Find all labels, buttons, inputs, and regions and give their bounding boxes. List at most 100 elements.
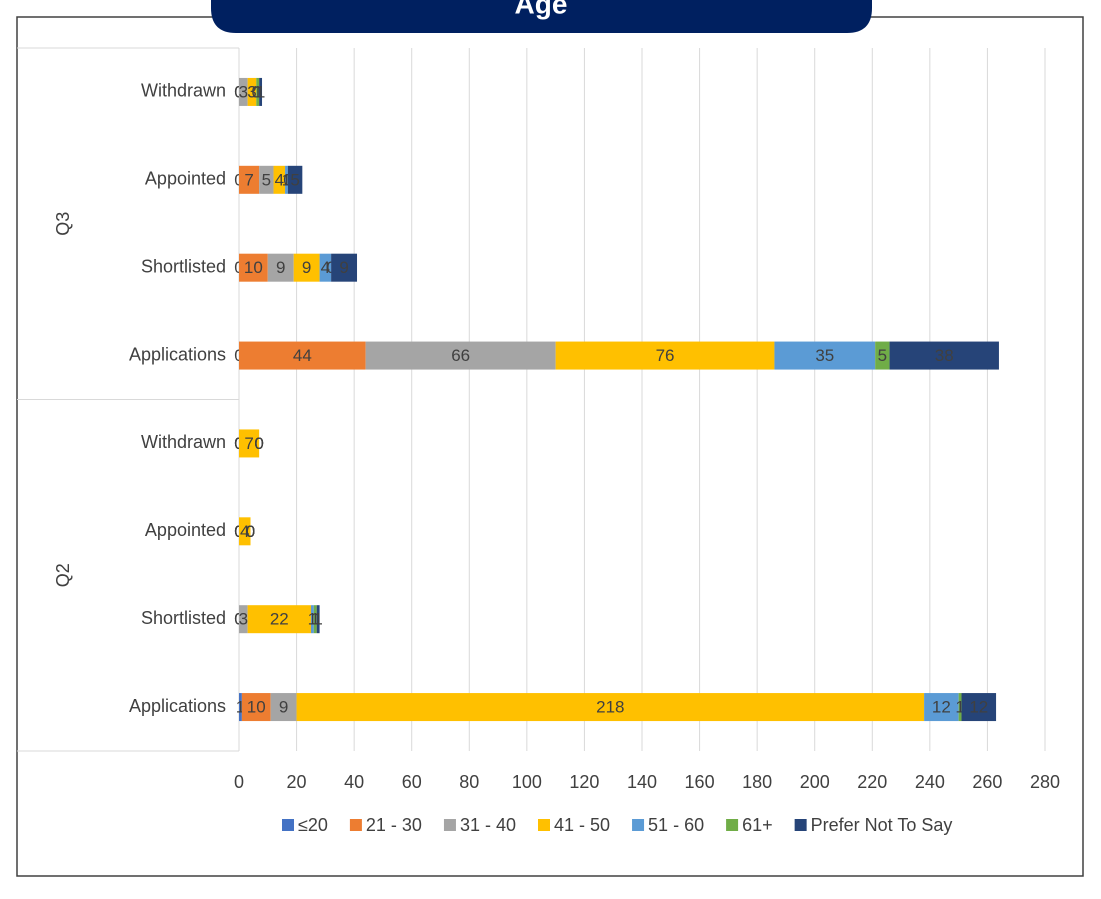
bar-segment xyxy=(924,693,959,722)
bar-segment xyxy=(267,253,294,282)
legend-swatch xyxy=(349,819,362,831)
data-label: 0 xyxy=(246,522,255,541)
legend-label: Prefer Not To Say xyxy=(811,815,953,835)
data-label: 5 xyxy=(878,346,887,365)
data-label: 0 xyxy=(246,522,255,541)
bar-segment xyxy=(239,605,248,634)
data-label: 5 xyxy=(262,170,271,189)
y-tick-label: Withdrawn xyxy=(141,432,226,452)
bar-segment xyxy=(287,165,303,194)
bar-segment xyxy=(239,77,248,106)
data-label: 22 xyxy=(270,610,289,629)
data-label: 218 xyxy=(596,698,624,717)
data-label: 0 xyxy=(254,434,263,453)
bar-segment xyxy=(273,165,286,194)
legend-swatch xyxy=(632,819,645,831)
bar-segment xyxy=(296,693,925,722)
x-tick-label: 260 xyxy=(972,772,1002,792)
legend-label: 41 - 50 xyxy=(554,815,610,835)
bar-segment xyxy=(313,605,317,634)
y-tick-label: Appointed xyxy=(145,169,226,189)
x-tick-label: 120 xyxy=(569,772,599,792)
bar-segment xyxy=(319,253,332,282)
chart-frame xyxy=(16,16,1084,877)
bar-segment xyxy=(293,253,320,282)
bar-segment xyxy=(259,165,274,194)
bar-segment xyxy=(555,341,775,370)
y-tick-label: Applications xyxy=(129,344,226,364)
bar-segment xyxy=(316,605,320,634)
data-label: 3 xyxy=(247,82,256,101)
data-label: 44 xyxy=(293,346,312,365)
x-tick-label: 160 xyxy=(685,772,715,792)
bar-segment xyxy=(961,693,997,722)
data-label: 9 xyxy=(279,698,288,717)
data-label: 9 xyxy=(276,258,285,277)
x-tick-label: 100 xyxy=(512,772,542,792)
data-label: 35 xyxy=(815,346,834,365)
bar-segment xyxy=(247,605,311,634)
bar-segment xyxy=(247,77,257,106)
data-label: 3 xyxy=(239,610,248,629)
data-label: 4 xyxy=(240,522,249,541)
bar-segment xyxy=(331,253,358,282)
data-label: 4 xyxy=(321,258,330,277)
x-tick-label: 20 xyxy=(287,772,307,792)
data-label: 1 xyxy=(311,610,320,629)
data-label: 9 xyxy=(339,258,348,277)
bar-segment xyxy=(239,253,268,282)
x-tick-label: 200 xyxy=(800,772,830,792)
bar-segment xyxy=(270,693,297,722)
bar-segment xyxy=(365,341,556,370)
x-tick-label: 40 xyxy=(344,772,364,792)
legend-swatch xyxy=(726,819,739,831)
bar-segment xyxy=(241,693,271,722)
data-label: 66 xyxy=(451,346,470,365)
data-label: 5 xyxy=(290,170,299,189)
data-label: 1 xyxy=(955,698,964,717)
data-label: 0 xyxy=(246,522,255,541)
legend-swatch xyxy=(443,819,456,831)
x-tick-label: 140 xyxy=(627,772,657,792)
x-tick-label: 280 xyxy=(1030,772,1060,792)
legend-swatch xyxy=(538,819,550,831)
bar-segment xyxy=(259,77,263,106)
bar-segment xyxy=(239,693,242,722)
group-label: Q2 xyxy=(53,563,73,587)
bar-segment xyxy=(239,517,251,546)
data-label: 9 xyxy=(302,258,311,277)
data-label: 7 xyxy=(244,170,253,189)
title-tab xyxy=(211,0,872,33)
data-label: 1 xyxy=(313,610,322,629)
data-label: 10 xyxy=(244,258,263,277)
x-tick-label: 180 xyxy=(742,772,772,792)
y-tick-label: Appointed xyxy=(145,520,226,540)
legend-swatch xyxy=(794,819,807,831)
x-tick-label: 220 xyxy=(857,772,887,792)
data-label: 3 xyxy=(239,82,248,101)
data-label: 1 xyxy=(236,698,245,717)
x-tick-label: 80 xyxy=(459,772,479,792)
bar-segment xyxy=(285,165,288,194)
data-label: 12 xyxy=(932,698,951,717)
legend-label: ≤20 xyxy=(298,815,328,835)
data-label: 4 xyxy=(275,170,284,189)
group-label: Q3 xyxy=(53,212,73,236)
data-label: 7 xyxy=(244,434,253,453)
legend-swatch xyxy=(282,819,294,831)
bar-segment xyxy=(239,165,260,194)
y-tick-label: Shortlisted xyxy=(141,256,226,276)
bar-segment xyxy=(958,693,962,722)
x-tick-label: 0 xyxy=(234,772,244,792)
data-label: 38 xyxy=(935,346,954,365)
x-tick-label: 240 xyxy=(915,772,945,792)
bar-segment xyxy=(239,429,260,458)
bar-segment xyxy=(774,341,876,370)
legend-label: 21 - 30 xyxy=(366,815,422,835)
y-tick-label: Shortlisted xyxy=(141,608,226,628)
data-label: 0 xyxy=(254,434,263,453)
legend-label: 51 - 60 xyxy=(648,815,704,835)
y-tick-label: Withdrawn xyxy=(141,81,226,101)
chart-title: Age xyxy=(515,0,568,19)
